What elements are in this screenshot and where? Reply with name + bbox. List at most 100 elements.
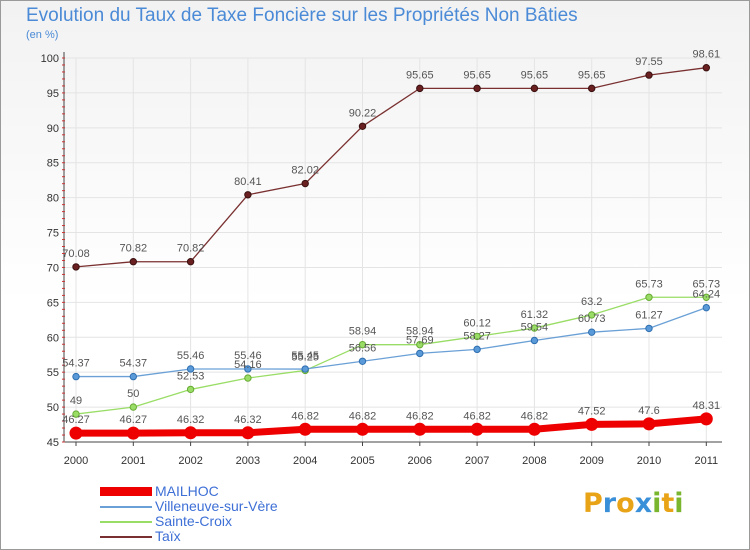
- data-label: 65.73: [693, 278, 721, 290]
- data-point: [301, 179, 309, 188]
- y-tick-label: 60: [47, 332, 59, 344]
- x-tick-label: 2006: [408, 455, 432, 467]
- series-line-1: [76, 307, 707, 378]
- x-tick-label: 2004: [293, 455, 317, 467]
- data-point: [530, 324, 539, 332]
- data-label: 55.45: [291, 350, 319, 362]
- data-point: [470, 422, 484, 436]
- y-tick-label: 50: [47, 402, 59, 414]
- legend-swatch-villeneuve: [100, 506, 152, 508]
- data-point: [358, 357, 367, 365]
- series-line-0: [76, 415, 707, 437]
- y-tick-label: 55: [47, 367, 59, 379]
- legend-swatch-mailhoc: [100, 487, 152, 496]
- data-label: 55.46: [177, 350, 205, 362]
- logo-letter: t: [661, 488, 675, 519]
- data-label: 46.32: [234, 414, 262, 426]
- data-point: [186, 258, 195, 266]
- data-point: [244, 365, 252, 373]
- data-point: [645, 324, 653, 333]
- logo-letter: P: [583, 488, 603, 519]
- data-label: 50: [127, 388, 139, 400]
- data-label: 95.65: [578, 69, 606, 81]
- data-label: 60.73: [578, 313, 606, 325]
- data-point: [186, 385, 195, 394]
- data-label: 49: [70, 395, 82, 407]
- data-point: [416, 340, 424, 349]
- y-tick-label: 70: [47, 262, 59, 274]
- data-point: [244, 191, 252, 199]
- y-tick-label: 85: [47, 158, 59, 170]
- unit-label: (en %): [26, 29, 59, 41]
- data-point: [129, 258, 138, 266]
- data-label: 90.22: [349, 107, 377, 119]
- data-point: [473, 332, 481, 341]
- data-label: 64.24: [693, 289, 721, 301]
- legend-swatch-taix: [100, 536, 152, 538]
- data-point: [358, 340, 367, 349]
- x-tick-label: 2010: [637, 455, 661, 467]
- data-label: 46.82: [463, 410, 491, 422]
- data-label: 63.2: [581, 296, 602, 308]
- data-label: 58.94: [406, 326, 434, 338]
- data-point: [244, 374, 252, 382]
- data-label: 82.02: [291, 165, 319, 177]
- data-label: 97.55: [635, 56, 663, 68]
- data-label: 70.08: [62, 248, 90, 260]
- data-label: 46.82: [349, 410, 377, 422]
- data-point: [358, 122, 367, 130]
- data-point: [588, 311, 596, 319]
- y-tick-label: 90: [47, 123, 59, 135]
- data-point: [527, 422, 541, 436]
- data-label: 54.37: [62, 358, 90, 370]
- data-point: [702, 303, 710, 312]
- data-point: [530, 336, 539, 345]
- x-tick-label: 2000: [64, 455, 88, 467]
- data-label: 47.6: [638, 405, 659, 417]
- data-label: 80.41: [234, 176, 262, 188]
- data-point: [129, 403, 138, 411]
- logo-letter: i: [652, 488, 662, 519]
- data-point: [588, 84, 596, 93]
- data-point: [184, 426, 198, 440]
- data-label: 46.32: [177, 414, 205, 426]
- data-label: 65.73: [635, 278, 663, 290]
- x-tick-label: 2005: [350, 455, 374, 467]
- data-label: 58.27: [463, 330, 491, 342]
- data-point: [298, 422, 312, 436]
- y-tick-label: 80: [47, 193, 59, 205]
- data-point: [301, 365, 309, 373]
- legend-swatch-sainte-croix: [100, 521, 152, 523]
- data-label: 61.32: [521, 309, 549, 321]
- data-point: [699, 412, 713, 426]
- data-label: 48.31: [693, 400, 721, 412]
- data-point: [72, 263, 80, 271]
- data-point: [69, 426, 83, 440]
- x-tick-label: 2002: [178, 455, 202, 467]
- x-tick-label: 2001: [121, 455, 145, 467]
- data-point: [129, 372, 138, 381]
- data-label: 70.82: [120, 243, 148, 255]
- chart-title: Evolution du Taux de Taxe Foncière sur l…: [26, 5, 578, 26]
- legend-label-sainte-croix: Sainte-Croix: [155, 513, 233, 529]
- data-label: 54.16: [234, 359, 262, 371]
- data-point: [72, 372, 80, 381]
- data-point: [645, 293, 653, 301]
- data-label: 46.27: [120, 414, 148, 426]
- logo-letter: x: [634, 488, 653, 519]
- data-label: 98.61: [693, 49, 721, 61]
- data-point: [473, 345, 481, 354]
- logo-letter: o: [616, 488, 635, 519]
- data-label: 46.27: [62, 414, 90, 426]
- data-point: [473, 84, 481, 93]
- legend-label-mailhoc: MAILHOC: [155, 483, 219, 499]
- y-tick-label: 100: [41, 53, 59, 65]
- data-label: 46.82: [406, 410, 434, 422]
- proxiti-logo: Proxiti: [583, 488, 684, 519]
- data-label: 61.27: [635, 309, 663, 321]
- data-point: [126, 426, 140, 440]
- data-point: [416, 84, 424, 93]
- data-point: [186, 365, 195, 373]
